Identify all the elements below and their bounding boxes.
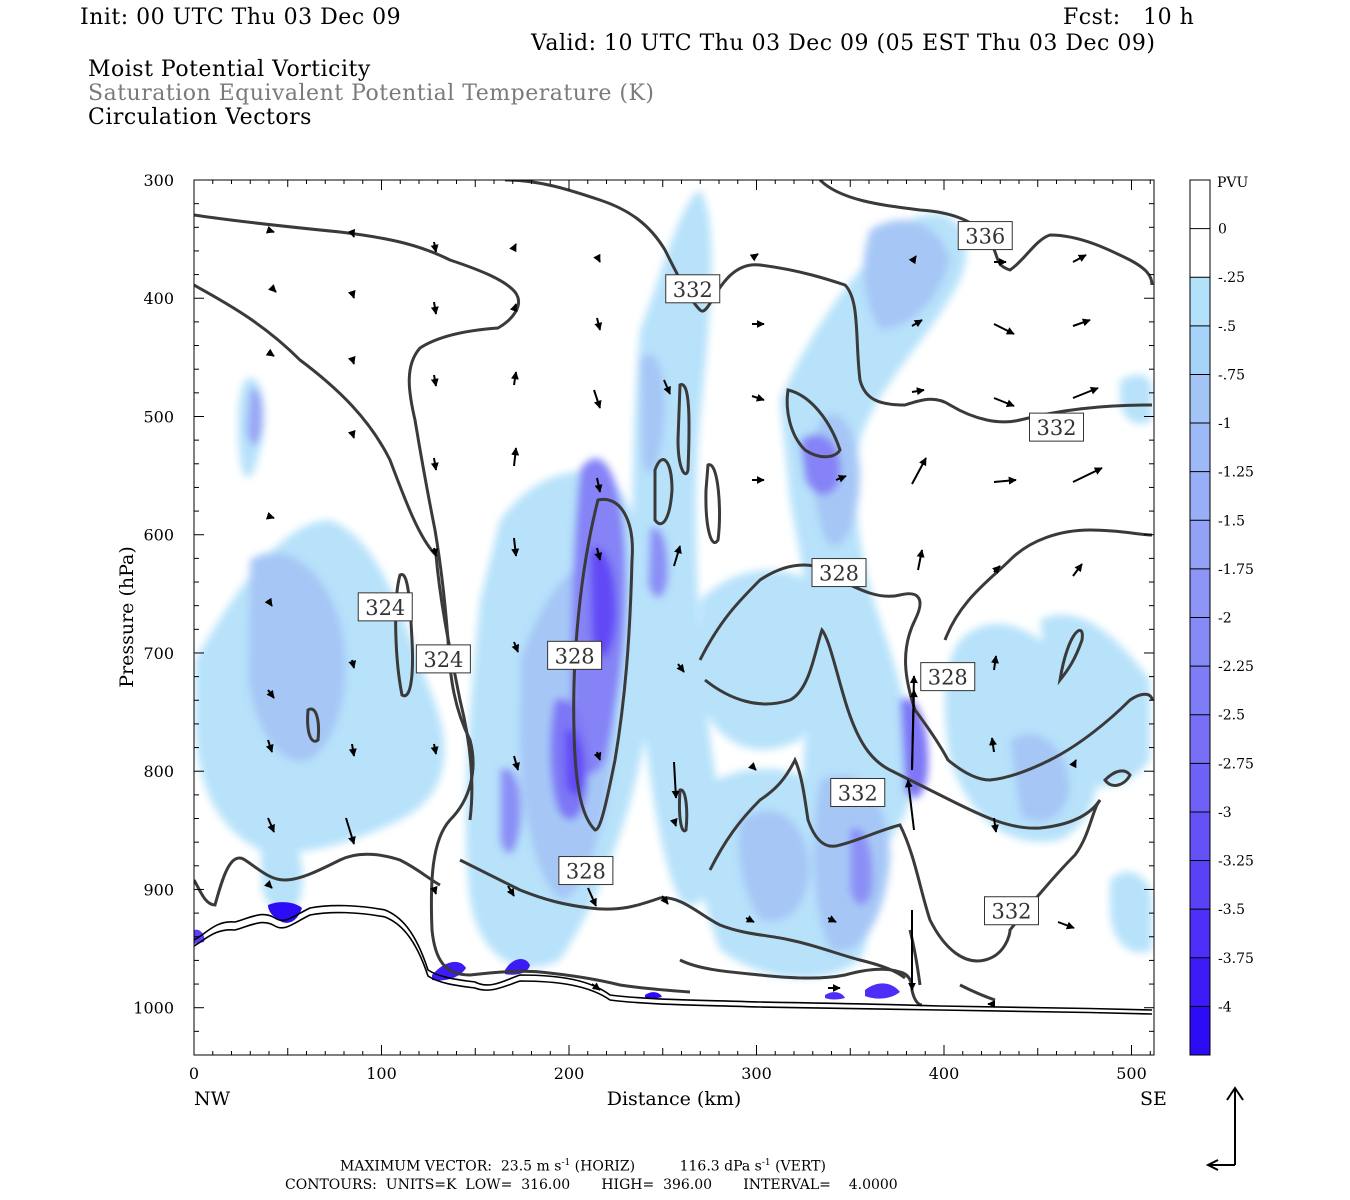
colorbar-label: -3.25 — [1218, 854, 1254, 870]
colorbar-label: -.5 — [1218, 319, 1236, 335]
x-tick-label: 0 — [189, 1064, 199, 1083]
y-tick-label: 300 — [143, 171, 174, 190]
colorbar-label: -2.25 — [1218, 659, 1254, 675]
colorbar-label: -2.75 — [1218, 756, 1254, 772]
x-tick-label: 200 — [554, 1064, 585, 1083]
colorbar-swatch — [1190, 568, 1210, 618]
x-tick-label: 300 — [741, 1064, 772, 1083]
contour-label-box — [558, 856, 614, 886]
contour-label-box — [357, 592, 413, 622]
colorbar-swatch — [1190, 666, 1210, 716]
x-end-label-nw: NW — [194, 1088, 231, 1110]
x-tick-label: 400 — [929, 1064, 960, 1083]
pv-colorbar: 0 -.25 -.5 -.75 -1 -1.25 -1.5 -1.75 -2 -2.25 -2.5 -… — [1189, 179, 1254, 1056]
colorbar-label: -1.5 — [1218, 513, 1245, 529]
contour-label-box — [957, 221, 1013, 251]
contour-label: 328 — [555, 644, 595, 668]
contour-label-box — [984, 896, 1039, 926]
y-tick-label: 400 — [143, 289, 174, 308]
colorbar-label: -.75 — [1218, 367, 1245, 383]
colorbar-swatch — [1190, 909, 1210, 959]
y-tick-label: 1000 — [133, 999, 174, 1018]
contour-label: 328 — [819, 562, 859, 586]
colorbar-label: -1.75 — [1218, 562, 1254, 578]
colorbar-swatch — [1190, 180, 1210, 230]
contours-info: CONTOURS: UNITS=K LOW= 316.00 HIGH= 396.… — [285, 1177, 898, 1193]
colorbar-label: -1.25 — [1218, 465, 1254, 481]
colorbar-swatch — [1190, 520, 1210, 570]
terrain-outline — [194, 904, 1153, 1015]
colorbar-swatch — [1190, 714, 1210, 764]
colorbar-swatch — [1190, 860, 1210, 910]
colorbar-label: 0 — [1218, 222, 1227, 238]
colorbar-label: -2 — [1218, 611, 1232, 627]
contour-label: 328 — [928, 666, 968, 690]
forecast-hour: Fcst: 10 h — [1063, 5, 1195, 30]
y-tick-label: 600 — [143, 526, 174, 545]
contour-label: 324 — [423, 648, 463, 672]
colorbar-swatch — [1190, 325, 1210, 375]
y-tick-label: 500 — [143, 407, 174, 426]
colorbar-swatch — [1190, 1006, 1210, 1056]
colorbar-label: -3.5 — [1218, 902, 1245, 918]
colorbar-swatch — [1190, 811, 1210, 862]
colorbar-swatch — [1190, 617, 1210, 667]
valid-time: Valid: 10 UTC Thu 03 Dec 09 (05 EST Thu … — [531, 31, 1156, 56]
contour-label-box — [547, 640, 603, 670]
colorbar-label: -1 — [1218, 416, 1232, 432]
plot-frame — [193, 179, 1155, 1056]
contour-label: 332 — [673, 278, 713, 302]
theta-contours — [194, 180, 1154, 1007]
contour-label: 328 — [566, 860, 606, 884]
pv-shading — [194, 190, 1152, 1000]
x-axis-title: Distance (km) — [607, 1088, 742, 1110]
circulation-vectors — [264, 225, 1103, 1008]
contour-label: 332 — [991, 900, 1031, 924]
colorbar-swatch — [1190, 374, 1210, 424]
colorbar-swatch — [1190, 423, 1210, 473]
field-title-vectors: Circulation Vectors — [88, 105, 312, 130]
colorbar-label: -4 — [1218, 999, 1232, 1015]
colorbar-swatch — [1190, 277, 1210, 327]
contour-label: 332 — [838, 782, 878, 806]
colorbar-swatch — [1190, 763, 1210, 813]
field-title-theta: Saturation Equivalent Potential Temperat… — [88, 81, 655, 106]
max-vector-line: MAXIMUM VECTOR: 23.5 m s-1 (HORIZ) 116.3… — [340, 1158, 826, 1175]
y-tick-label: 700 — [143, 644, 174, 663]
contour-label: 336 — [965, 225, 1005, 249]
colorbar-label: -2.5 — [1218, 708, 1245, 724]
contour-label: 324 — [365, 596, 405, 620]
contour-labels: 336 332 332 328 324 324 328 328 332 328 332 — [357, 221, 1084, 926]
contour-label-box — [811, 558, 867, 588]
contour-label-box — [415, 644, 471, 674]
y-tick-label: 800 — [143, 762, 174, 781]
colorbar-swatch — [1190, 957, 1210, 1007]
x-tick-label: 100 — [366, 1064, 397, 1083]
field-title-mpv: Moist Potential Vorticity — [88, 57, 371, 82]
contour-label-box — [1029, 412, 1084, 442]
init-time: Init: 00 UTC Thu 03 Dec 09 — [80, 5, 402, 30]
y-tick-label: 900 — [143, 880, 174, 899]
colorbar-swatch — [1190, 471, 1210, 521]
x-axis: 0 100 200 300 400 500 — [189, 180, 1151, 1083]
contour-label-box — [920, 662, 976, 692]
colorbar-label: -3 — [1218, 805, 1232, 821]
x-tick-label: 500 — [1116, 1064, 1147, 1083]
y-axis: 300 400 500 600 700 800 900 1000 — [133, 171, 1154, 1056]
colorbar-swatch — [1190, 228, 1210, 278]
colorbar-label: -3.75 — [1218, 951, 1254, 967]
x-end-label-se: SE — [1140, 1088, 1167, 1110]
colorbar-label: -.25 — [1218, 270, 1245, 286]
reference-vector-icon — [1205, 1086, 1244, 1171]
contour-label-box — [830, 778, 886, 807]
y-axis-title: Pressure (hPa) — [116, 546, 138, 688]
contour-label-box — [665, 274, 721, 304]
contour-label: 332 — [1036, 416, 1076, 440]
colorbar-title: PVU — [1217, 175, 1249, 191]
